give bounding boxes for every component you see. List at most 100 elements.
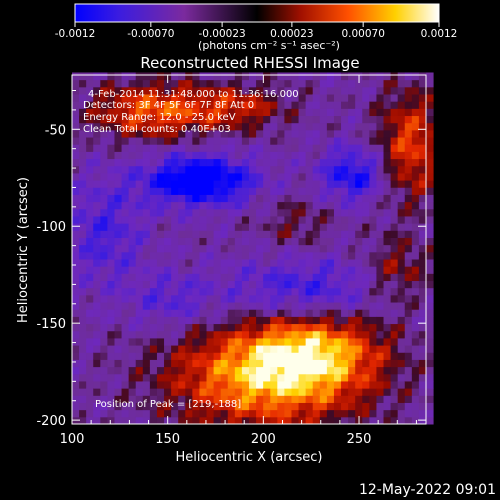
- heatmap-cell: [326, 337, 335, 346]
- heatmap-cell: [227, 323, 236, 332]
- heatmap-cell: [79, 101, 87, 109]
- heatmap-cell: [79, 79, 87, 88]
- heatmap-cell: [284, 151, 292, 160]
- heatmap-cell: [348, 337, 356, 346]
- heatmap-cell: [164, 273, 172, 282]
- heatmap-cell: [298, 237, 307, 246]
- heatmap-cell: [121, 122, 130, 131]
- heatmap-cell: [333, 380, 342, 389]
- heatmap-cell: [142, 388, 151, 396]
- heatmap-cell: [241, 230, 250, 238]
- heatmap-cell: [383, 115, 392, 124]
- heatmap-cell: [114, 137, 123, 145]
- heatmap-cell: [333, 416, 342, 425]
- heatmap-cell: [369, 101, 377, 109]
- heatmap-cell: [164, 165, 172, 174]
- heatmap-cell: [135, 287, 144, 296]
- heatmap-cell: [178, 194, 186, 203]
- heatmap-cell: [107, 180, 115, 188]
- heatmap-cell: [220, 287, 229, 296]
- heatmap-cell: [284, 352, 292, 360]
- heatmap-cell: [418, 208, 427, 217]
- heatmap-cell: [312, 165, 321, 174]
- heatmap-cell: [79, 208, 87, 217]
- heatmap-cell: [220, 352, 229, 360]
- heatmap-cell: [319, 137, 328, 145]
- heatmap-cell: [135, 388, 144, 396]
- heatmap-cell: [263, 180, 271, 188]
- heatmap-cell: [227, 373, 236, 382]
- heatmap-cell: [249, 402, 257, 411]
- heatmap-cell: [121, 237, 130, 246]
- heatmap-cell: [256, 144, 264, 152]
- heatmap-cell: [341, 165, 349, 174]
- heatmap-cell: [220, 294, 229, 303]
- heatmap-cell: [355, 409, 363, 418]
- heatmap-cell: [333, 402, 342, 411]
- heatmap-cell: [114, 244, 123, 253]
- heatmap-cell: [114, 366, 123, 375]
- heatmap-cell: [390, 122, 399, 131]
- heatmap-cell: [220, 137, 229, 145]
- heatmap-cell: [142, 101, 151, 109]
- heatmap-cell: [220, 180, 229, 188]
- heatmap-cell: [369, 416, 377, 425]
- heatmap-cell: [333, 309, 342, 317]
- heatmap-cell: [135, 359, 144, 368]
- heatmap-cell: [397, 416, 406, 425]
- heatmap-cell: [206, 352, 215, 360]
- heatmap-cell: [199, 137, 208, 145]
- heatmap-cell: [383, 395, 392, 403]
- heatmap-cell: [319, 144, 328, 152]
- heatmap-cell: [348, 280, 356, 289]
- heatmap-cell: [93, 187, 101, 195]
- heatmap-cell: [185, 402, 193, 411]
- heatmap-cell: [411, 230, 420, 238]
- heatmap-cell: [305, 323, 314, 332]
- heatmap-cell: [107, 280, 115, 289]
- heatmap-cell: [298, 302, 307, 310]
- heatmap-cell: [227, 208, 236, 217]
- heatmap-cell: [263, 251, 271, 260]
- heatmap-cell: [298, 215, 307, 224]
- heatmap-cell: [411, 158, 420, 167]
- heatmap-cell: [355, 115, 363, 124]
- heatmap-cell: [107, 129, 115, 138]
- heatmap-cell: [256, 280, 264, 289]
- heatmap-cell: [369, 323, 377, 332]
- heatmap-cell: [326, 302, 335, 310]
- heatmap-cell: [305, 402, 314, 411]
- heatmap-cell: [79, 108, 87, 117]
- heatmap-cell: [319, 380, 328, 389]
- colorbar-ticks: -0.0012 -0.00070 -0.00023 0.00023 0.00070 0.0…: [55, 22, 457, 40]
- heatmap-cell: [114, 337, 123, 346]
- heatmap-cell: [100, 230, 108, 238]
- heatmap-cell: [341, 151, 349, 160]
- heatmap-cell: [298, 280, 307, 289]
- heatmap-cell: [241, 359, 250, 368]
- heatmap-cell: [376, 208, 385, 217]
- heatmap-cell: [114, 259, 123, 267]
- heatmap-cell: [86, 395, 94, 403]
- heatmap-cell: [185, 215, 193, 224]
- heatmap-cell: [185, 280, 193, 289]
- heatmap-cell: [326, 352, 335, 360]
- heatmap-cell: [100, 94, 108, 102]
- heatmap-cell: [270, 122, 278, 131]
- heatmap-cell: [355, 287, 363, 296]
- heatmap-cell: [319, 201, 328, 210]
- heatmap-cell: [270, 380, 278, 389]
- heatmap-cell: [418, 330, 427, 339]
- heatmap-cell: [326, 251, 335, 260]
- heatmap-cell: [79, 115, 87, 124]
- heatmap-cell: [291, 230, 300, 238]
- heatmap-cell: [128, 359, 137, 368]
- heatmap-cell: [121, 345, 130, 353]
- heatmap-cell: [206, 395, 215, 403]
- heatmap-cell: [107, 287, 115, 296]
- heatmap-cell: [291, 388, 300, 396]
- heatmap-cell: [86, 352, 94, 360]
- heatmap-cell: [192, 158, 200, 167]
- heatmap-cell: [362, 72, 370, 81]
- heatmap-cell: [128, 86, 137, 95]
